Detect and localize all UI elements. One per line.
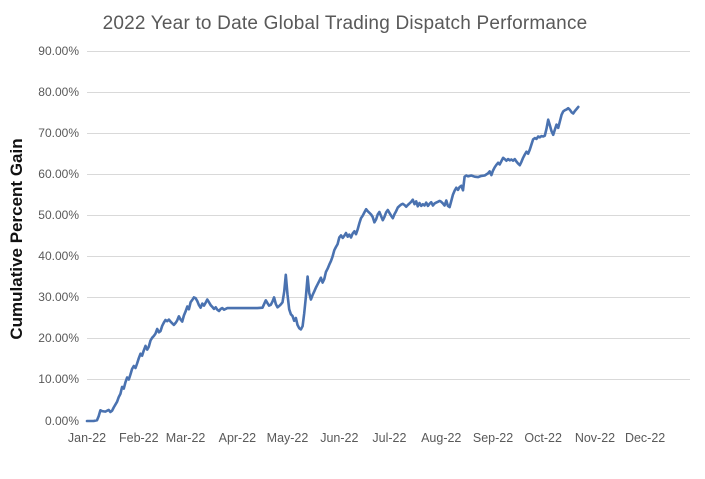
y-tick-label-40: 40.00%: [38, 249, 79, 264]
y-tick-label-10: 10.00%: [38, 372, 79, 387]
x-tick-label-feb-22: Feb-22: [118, 431, 159, 445]
x-tick-label-sep-22: Sep-22: [472, 431, 514, 445]
x-tick-label-oct-22: Oct-22: [524, 431, 562, 445]
gridline-80: [87, 92, 690, 94]
gridline-30: [87, 297, 690, 299]
x-tick-label-aug-22: Aug-22: [421, 431, 462, 445]
gridline-50: [87, 215, 690, 217]
gridline-10: [87, 379, 690, 381]
chart-title: 2022 Year to Date Global Trading Dispatc…: [102, 13, 588, 34]
x-tick-label-jul-22: Jul-22: [372, 431, 407, 445]
y-tick-label-70: 70.00%: [38, 126, 79, 141]
gridline-60: [87, 174, 690, 176]
y-tick-label-50: 50.00%: [38, 208, 79, 223]
cumulative-gain-line: [85, 105, 580, 423]
gridline-90: [87, 51, 690, 52]
x-tick-label-nov-22: Nov-22: [574, 431, 616, 445]
x-tick-label-jan-22: Jan-22: [67, 431, 107, 445]
y-tick-label-80: 80.00%: [38, 85, 79, 100]
x-tick-label-may-22: May-22: [266, 431, 309, 445]
y-tick-label-20: 20.00%: [38, 331, 79, 346]
gridline-70: [87, 133, 690, 135]
y-tick-label-90: 90.00%: [38, 44, 79, 58]
x-tick-label-jun-22: Jun-22: [320, 431, 359, 445]
y-tick-label-60: 60.00%: [38, 167, 79, 182]
y-tick-label-0: 0.00%: [44, 413, 79, 428]
x-tick-label-mar-22: Mar-22: [165, 431, 206, 445]
y-tick-label-30: 30.00%: [38, 290, 79, 305]
x-tick-label-dec-22: Dec-22: [624, 431, 666, 445]
x-tick-label-apr-22: Apr-22: [218, 431, 257, 445]
gridline-40: [87, 256, 690, 258]
gridline-20: [87, 338, 690, 340]
